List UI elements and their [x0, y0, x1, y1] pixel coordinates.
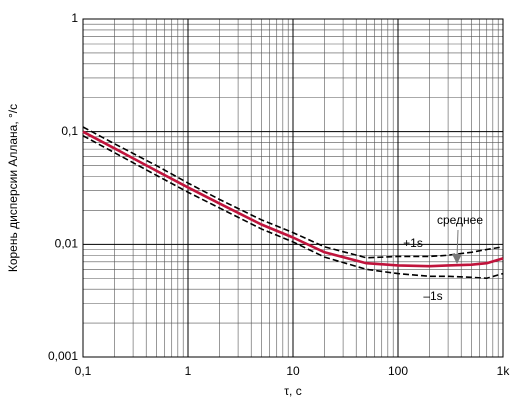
- x-tick-label: 100: [388, 364, 408, 378]
- annotation: среднее: [437, 213, 483, 227]
- x-tick-label: 1: [185, 364, 192, 378]
- y-tick-label: 1: [71, 11, 78, 25]
- series-line: [82, 135, 504, 280]
- y-tick-label: 0,001: [48, 349, 78, 363]
- series-line: [82, 126, 504, 259]
- y-axis-label: Корень дисперсии Аллана, °/с: [6, 104, 20, 272]
- annotation-arrow: [456, 229, 459, 259]
- annotation: +1s: [403, 236, 423, 250]
- x-tick-label: 10: [286, 364, 300, 378]
- annotation-arrowhead: [452, 254, 462, 264]
- y-tick-label: 0,1: [61, 124, 78, 138]
- plot-frame: [82, 18, 504, 358]
- x-axis-label: τ, с: [284, 384, 301, 398]
- series-line: [82, 130, 504, 268]
- y-tick-label: 0,01: [55, 237, 79, 251]
- x-tick-label: 1k: [497, 364, 511, 378]
- x-tick-label: 0,1: [75, 364, 92, 378]
- annotation: –1s: [423, 289, 442, 303]
